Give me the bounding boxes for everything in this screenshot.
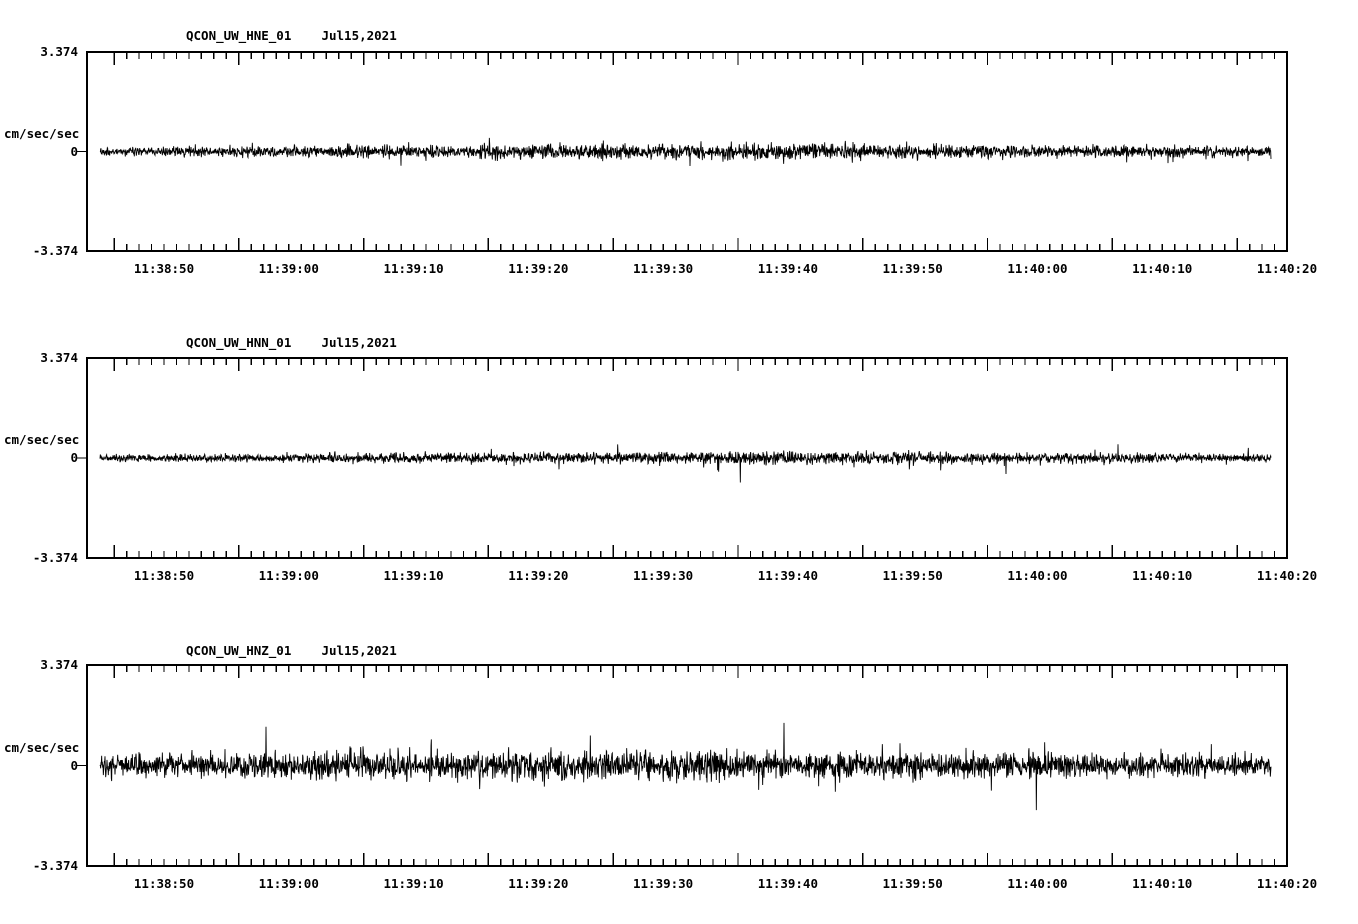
x-axis-tick-label: 11:39:40 bbox=[757, 568, 818, 583]
x-axis-tick-label: 11:39:30 bbox=[633, 568, 694, 583]
x-axis-tick-label: 11:39:20 bbox=[508, 261, 569, 276]
x-axis-tick-label: 11:39:40 bbox=[757, 261, 818, 276]
x-axis-tick-label: 11:39:00 bbox=[258, 568, 319, 583]
y-axis-max-label: 3.374 bbox=[40, 44, 78, 59]
waveform-trace-hnz bbox=[99, 722, 1272, 811]
y-axis-max-label: 3.374 bbox=[40, 350, 78, 365]
x-axis-tick-label: 11:38:50 bbox=[133, 261, 195, 276]
y-axis-unit-label: cm/sec/sec bbox=[4, 125, 80, 141]
x-axis-tick-label: 11:40:20 bbox=[1256, 876, 1318, 891]
x-axis-tick-label: 11:40:10 bbox=[1132, 876, 1193, 891]
x-axis-tick-label: 11:38:50 bbox=[133, 568, 195, 583]
x-axis-tick-label: 11:39:50 bbox=[882, 876, 943, 891]
panel-title: QCON_UW_HNZ_01 Jul15,2021 bbox=[186, 643, 397, 658]
x-axis-tick-label: 11:39:30 bbox=[633, 261, 694, 276]
y-axis-max-label: 3.374 bbox=[40, 657, 78, 672]
x-axis-tick-label: 11:39:10 bbox=[383, 876, 444, 891]
x-axis-tick-label: 11:40:20 bbox=[1256, 261, 1318, 276]
x-axis-tick-label: 11:39:30 bbox=[633, 876, 694, 891]
y-axis-zero-label: 0 bbox=[70, 450, 78, 465]
y-axis-zero-label: 0 bbox=[70, 143, 78, 159]
plot-frame bbox=[86, 357, 1288, 559]
y-axis-zero-label: 0 bbox=[70, 757, 78, 773]
x-axis-tick-label: 11:39:40 bbox=[757, 876, 818, 891]
x-axis-tick-label: 11:40:00 bbox=[1007, 568, 1068, 583]
y-axis-min-label: -3.374 bbox=[32, 858, 78, 873]
x-axis-tick-label: 11:38:50 bbox=[133, 876, 195, 891]
y-axis-unit-label: cm/sec/sec bbox=[4, 432, 80, 447]
x-axis-tick-label: 11:39:10 bbox=[383, 261, 444, 276]
x-axis-tick-label: 11:39:50 bbox=[882, 568, 943, 583]
plot-frame bbox=[86, 51, 1288, 252]
y-axis-min-label: -3.374 bbox=[32, 550, 78, 565]
x-axis-tick-label: 11:39:20 bbox=[508, 568, 569, 583]
x-axis-tick-label: 11:40:00 bbox=[1007, 876, 1068, 891]
x-axis-tick-label: 11:40:20 bbox=[1256, 568, 1318, 583]
waveform-trace-hne bbox=[99, 137, 1272, 167]
panel-title: QCON_UW_HNE_01 Jul15,2021 bbox=[186, 28, 397, 43]
panel-title: QCON_UW_HNN_01 Jul15,2021 bbox=[186, 335, 397, 350]
x-axis-tick-label: 11:40:10 bbox=[1132, 261, 1193, 276]
y-axis-min-label: -3.374 bbox=[32, 243, 78, 258]
x-axis-tick-label: 11:39:50 bbox=[882, 261, 943, 276]
x-axis-tick-label: 11:39:00 bbox=[258, 876, 319, 891]
waveform-trace-hnn bbox=[99, 444, 1272, 483]
y-axis-unit-label: cm/sec/sec bbox=[4, 739, 80, 755]
x-axis-tick-label: 11:39:00 bbox=[258, 261, 319, 276]
x-axis-tick-label: 11:40:00 bbox=[1007, 261, 1068, 276]
plot-frame bbox=[86, 664, 1288, 867]
x-axis-tick-label: 11:39:20 bbox=[508, 876, 569, 891]
x-axis-tick-label: 11:39:10 bbox=[383, 568, 444, 583]
x-axis-tick-label: 11:40:10 bbox=[1132, 568, 1193, 583]
